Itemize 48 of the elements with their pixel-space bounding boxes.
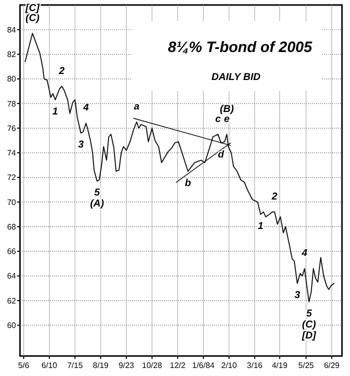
annotation: e (224, 114, 230, 125)
y-tick-label: 84 (7, 25, 17, 34)
y-tick-label: 70 (7, 198, 17, 207)
annotation: c (215, 114, 222, 125)
x-tick-label: 6/10 (42, 361, 58, 370)
x-tick-label: 8/19 (92, 361, 110, 370)
x-tick-label: 3/16 (246, 361, 264, 370)
x-tick-label: 1/6/84 (192, 361, 216, 370)
annotation: 2 (58, 66, 66, 77)
y-tick-label: 74 (7, 148, 17, 158)
y-tick-label: 80 (7, 74, 17, 84)
annotation: 3 (78, 140, 84, 151)
annotation: 4 (82, 102, 90, 114)
annotation: 1 (258, 220, 264, 232)
annotation: 5 (306, 308, 312, 320)
annotation: (B) (220, 104, 234, 115)
annotation: 2 (270, 191, 278, 202)
y-tick-label: 76 (7, 124, 17, 133)
x-tick-label: 4/19 (272, 361, 288, 370)
x-tick-label: 5/25 (298, 361, 314, 370)
x-tick-label: 6/29 (324, 361, 340, 370)
annotation: (C) (302, 319, 317, 330)
y-tick-label: 82 (7, 50, 17, 60)
annotation: (A) (90, 198, 105, 210)
x-tick-label: 10/28 (142, 361, 163, 370)
x-tick-label: 5/6 (18, 361, 30, 370)
y-tick-label: 60 (7, 321, 17, 330)
annotation: (C) (26, 12, 40, 24)
text: DAILY BID (211, 72, 261, 83)
annotation: 5 (94, 188, 100, 199)
annotation: b (184, 178, 192, 189)
y-tick-label: 68 (7, 222, 17, 232)
annotation: a (134, 102, 140, 112)
y-tick-label: 62 (7, 296, 17, 306)
text: 8¼% T-bond of 2005 (168, 39, 313, 56)
annotation: d (218, 149, 225, 160)
annotation: [D] (301, 330, 317, 342)
x-tick-label: 7/15 (67, 361, 84, 370)
annotation: 1 (52, 106, 58, 118)
y-tick-label: 78 (7, 99, 17, 108)
y-tick-label: 66 (7, 247, 17, 256)
y-tick-label: 72 (7, 173, 17, 182)
y-tick-label: 64 (7, 272, 17, 281)
annotation: 4 (300, 248, 308, 260)
x-tick-label: 9/23 (118, 361, 135, 370)
x-tick-label: 2/10 (221, 361, 238, 370)
x-tick-label: 12/2 (170, 361, 186, 370)
annotation: 3 (294, 290, 300, 301)
